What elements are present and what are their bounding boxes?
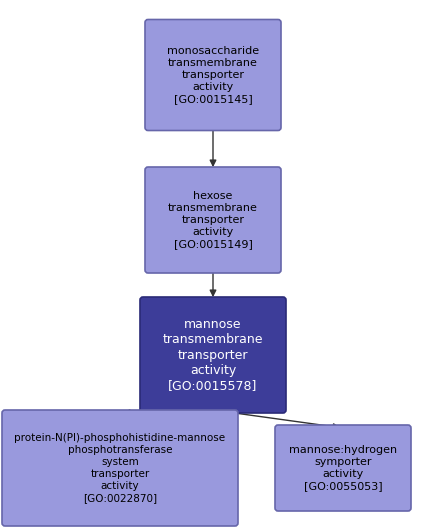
FancyBboxPatch shape [145,20,281,131]
FancyBboxPatch shape [2,410,238,526]
FancyBboxPatch shape [140,297,286,413]
Text: mannose
transmembrane
transporter
activity
[GO:0015578]: mannose transmembrane transporter activi… [163,317,263,393]
Text: hexose
transmembrane
transporter
activity
[GO:0015149]: hexose transmembrane transporter activit… [168,191,258,249]
Text: mannose:hydrogen
symporter
activity
[GO:0055053]: mannose:hydrogen symporter activity [GO:… [289,445,397,491]
Text: protein-N(PI)-phosphohistidine-mannose
phosphotransferase
system
transporter
act: protein-N(PI)-phosphohistidine-mannose p… [14,433,225,503]
FancyBboxPatch shape [275,425,411,511]
Text: monosaccharide
transmembrane
transporter
activity
[GO:0015145]: monosaccharide transmembrane transporter… [167,46,259,104]
FancyBboxPatch shape [145,167,281,273]
